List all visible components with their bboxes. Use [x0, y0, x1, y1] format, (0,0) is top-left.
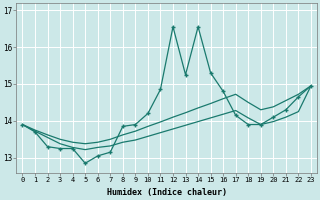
X-axis label: Humidex (Indice chaleur): Humidex (Indice chaleur): [107, 188, 227, 197]
